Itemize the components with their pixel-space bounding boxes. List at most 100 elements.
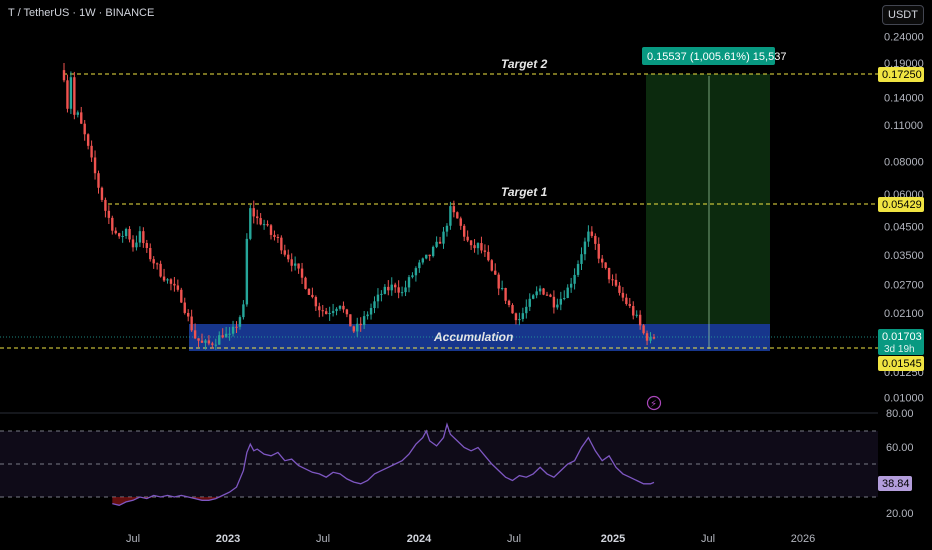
candle-body <box>80 112 83 124</box>
candle-body <box>283 250 286 255</box>
candle-body <box>104 199 107 211</box>
candle-body <box>159 263 162 277</box>
rsi-value-text: 38.84 <box>882 478 910 490</box>
candle-body <box>418 262 421 269</box>
candle-body <box>90 145 93 158</box>
candle-body <box>435 241 438 247</box>
candle-body <box>625 297 628 304</box>
candle-body <box>362 316 366 326</box>
candle-body <box>649 337 652 341</box>
candle-body <box>407 277 411 288</box>
candle-body <box>394 284 397 288</box>
rsi-oversold-fill <box>112 497 237 506</box>
profit-zone <box>646 74 770 324</box>
candle-body <box>590 231 594 236</box>
candle-body <box>256 216 259 219</box>
candle-body <box>352 326 355 332</box>
event-marker[interactable] <box>646 395 662 411</box>
last-price-text: 0.01703 <box>882 331 922 343</box>
time-tick-label: Jul <box>316 533 330 545</box>
price-axis[interactable]: 0.240000.190000.140000.110000.080000.060… <box>884 31 924 404</box>
candle-body <box>511 305 514 314</box>
candle-body <box>269 225 273 235</box>
candle-body <box>83 123 86 135</box>
candle-body <box>618 285 621 293</box>
candle-body <box>480 243 483 251</box>
candle-body <box>183 302 186 313</box>
rsi-tick-label: 20.00 <box>886 508 914 520</box>
candle-body <box>500 287 504 289</box>
time-tick-label: 2026 <box>791 533 815 545</box>
rsi-series-line <box>112 422 655 506</box>
rsi-value-tag <box>878 476 912 491</box>
candle-body <box>152 259 155 264</box>
candle-body <box>131 239 135 248</box>
candle-body <box>411 275 414 278</box>
candle-body <box>425 254 428 259</box>
candle-body <box>328 312 331 315</box>
candle-body <box>66 80 69 109</box>
price-tick-label: 0.14000 <box>884 93 924 105</box>
candle-body <box>155 263 159 265</box>
candle-body <box>494 270 497 275</box>
candle-body <box>235 326 238 328</box>
candle-body <box>456 212 459 219</box>
target1-price-text: 0.05429 <box>882 199 922 211</box>
candle-body <box>97 173 100 188</box>
candle-body <box>652 337 656 339</box>
candle-body <box>345 309 349 315</box>
candle-body <box>380 293 383 295</box>
candle-body <box>121 235 124 237</box>
candle-body <box>224 333 228 338</box>
candle-body <box>563 297 566 299</box>
target2-price-tag <box>878 67 924 82</box>
candle-body <box>476 243 480 249</box>
candle-body <box>404 287 407 293</box>
candle-body <box>138 231 142 243</box>
candle-body <box>545 294 549 296</box>
candle-body <box>632 306 635 316</box>
candle-body <box>273 234 276 238</box>
candle-body <box>86 134 90 146</box>
candle-body <box>642 325 645 334</box>
candle-body <box>356 323 359 332</box>
target1-label: Target 1 <box>501 185 548 199</box>
candle-body <box>338 305 342 309</box>
candle-body <box>397 287 400 293</box>
candle-body <box>111 217 114 231</box>
candle-body <box>245 238 249 305</box>
candle-body <box>487 251 490 261</box>
candle-body <box>576 263 580 275</box>
candle-body <box>376 294 380 302</box>
time-axis[interactable]: Jul 2023 Jul 2024 Jul 2025 Jul 2026 <box>126 533 815 545</box>
candle-body <box>552 296 556 308</box>
candle-body <box>532 295 535 299</box>
candle-body <box>335 308 338 312</box>
candle-body <box>242 304 245 318</box>
candle-body <box>566 287 569 298</box>
time-tick-label: 2023 <box>216 533 240 545</box>
candle-body <box>583 241 587 255</box>
candle-body <box>311 294 314 298</box>
candle-body <box>349 314 352 327</box>
candle-body <box>507 300 511 306</box>
support-price-tag <box>878 356 924 371</box>
candle-body <box>166 279 169 281</box>
candle-body <box>459 218 462 226</box>
time-tick-label: 2025 <box>601 533 625 545</box>
candle-body <box>107 210 111 218</box>
candle-body <box>231 326 235 334</box>
candles <box>62 63 656 350</box>
candle-body <box>466 236 469 241</box>
candle-body <box>607 267 611 280</box>
target2-price-text: 0.17250 <box>882 69 922 81</box>
currency-button[interactable]: USDT <box>882 5 924 25</box>
candle-body <box>645 333 649 341</box>
candle-body <box>473 245 476 249</box>
candle-body <box>449 206 452 226</box>
candle-body <box>124 229 128 236</box>
candle-body <box>359 323 362 326</box>
candle-body <box>62 70 66 81</box>
candle-body <box>373 301 376 309</box>
